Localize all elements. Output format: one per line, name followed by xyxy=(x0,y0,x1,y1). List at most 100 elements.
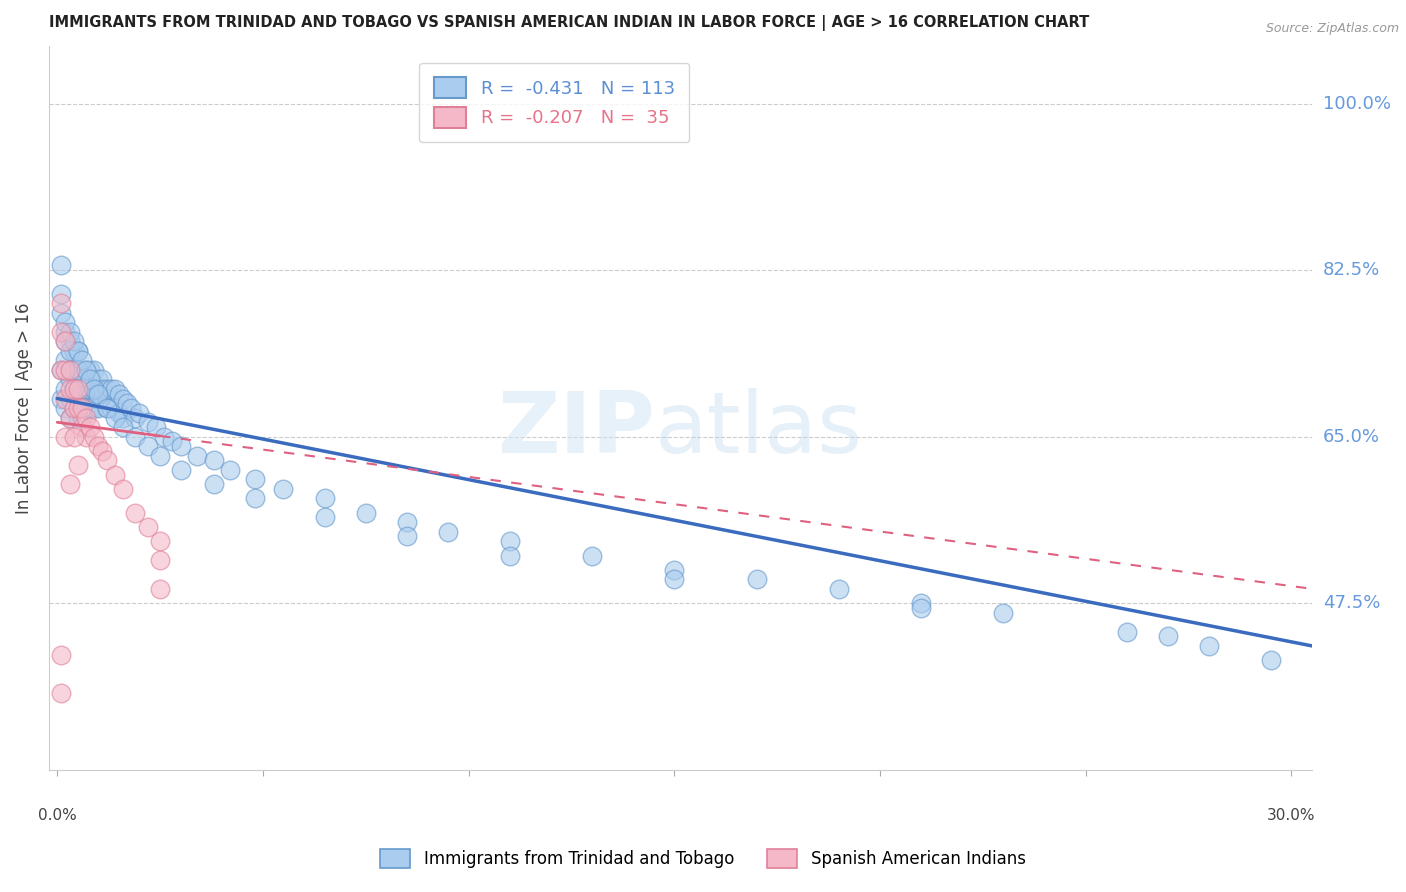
Point xyxy=(124,429,146,443)
Point xyxy=(314,491,336,506)
Point xyxy=(58,410,80,425)
Point xyxy=(62,429,84,443)
Point xyxy=(55,325,77,339)
Point xyxy=(62,363,84,377)
Point xyxy=(104,410,127,425)
Point xyxy=(111,410,134,425)
Point xyxy=(79,372,101,386)
Point xyxy=(55,334,77,349)
Point xyxy=(70,420,93,434)
Point xyxy=(395,515,418,529)
Point xyxy=(136,439,159,453)
Point xyxy=(70,392,93,406)
Point xyxy=(202,477,225,491)
Point xyxy=(66,382,89,396)
Point xyxy=(111,482,134,496)
Point xyxy=(87,439,110,453)
Point xyxy=(58,382,80,396)
Y-axis label: In Labor Force | Age > 16: In Labor Force | Age > 16 xyxy=(15,302,32,514)
Point xyxy=(79,363,101,377)
Point xyxy=(58,334,80,349)
Point xyxy=(96,392,118,406)
Legend: R =  -0.431   N = 113, R =  -0.207   N =  35: R = -0.431 N = 113, R = -0.207 N = 35 xyxy=(419,62,689,143)
Point xyxy=(169,439,191,453)
Point xyxy=(66,343,89,358)
Text: 82.5%: 82.5% xyxy=(1323,261,1381,279)
Point xyxy=(58,363,80,377)
Point xyxy=(1260,653,1282,667)
Point xyxy=(58,325,80,339)
Point xyxy=(66,372,89,386)
Point xyxy=(66,410,89,425)
Point xyxy=(66,392,89,406)
Point xyxy=(104,401,127,415)
Point xyxy=(58,392,80,406)
Point xyxy=(66,458,89,472)
Point xyxy=(202,453,225,467)
Point xyxy=(58,372,80,386)
Text: ZIP: ZIP xyxy=(498,388,655,471)
Legend: Immigrants from Trinidad and Tobago, Spanish American Indians: Immigrants from Trinidad and Tobago, Spa… xyxy=(374,842,1032,875)
Point xyxy=(75,372,97,386)
Text: 100.0%: 100.0% xyxy=(1323,95,1391,112)
Point xyxy=(83,429,105,443)
Point xyxy=(51,306,73,320)
Point xyxy=(162,434,184,449)
Point xyxy=(120,401,142,415)
Point xyxy=(993,606,1015,620)
Text: Source: ZipAtlas.com: Source: ZipAtlas.com xyxy=(1265,22,1399,36)
Point xyxy=(55,401,77,415)
Point xyxy=(58,477,80,491)
Point xyxy=(87,386,110,401)
Point xyxy=(51,363,73,377)
Point xyxy=(828,582,851,596)
Point xyxy=(243,472,266,486)
Point xyxy=(273,482,295,496)
Point xyxy=(91,382,114,396)
Point xyxy=(83,382,105,396)
Point xyxy=(87,372,110,386)
Point xyxy=(51,258,73,272)
Point xyxy=(149,449,172,463)
Point xyxy=(136,520,159,534)
Point xyxy=(70,382,93,396)
Point xyxy=(55,429,77,443)
Point xyxy=(910,600,932,615)
Point xyxy=(104,382,127,396)
Point xyxy=(115,396,138,410)
Point xyxy=(75,401,97,415)
Point xyxy=(66,401,89,415)
Point xyxy=(51,286,73,301)
Point xyxy=(62,382,84,396)
Point xyxy=(581,549,603,563)
Point xyxy=(1157,629,1180,643)
Point xyxy=(243,491,266,506)
Point xyxy=(354,506,377,520)
Point xyxy=(75,429,97,443)
Point xyxy=(70,363,93,377)
Text: IMMIGRANTS FROM TRINIDAD AND TOBAGO VS SPANISH AMERICAN INDIAN IN LABOR FORCE | : IMMIGRANTS FROM TRINIDAD AND TOBAGO VS S… xyxy=(49,15,1090,31)
Point xyxy=(83,401,105,415)
Text: 30.0%: 30.0% xyxy=(1267,808,1316,823)
Point xyxy=(96,382,118,396)
Point xyxy=(79,401,101,415)
Point xyxy=(75,363,97,377)
Point xyxy=(87,392,110,406)
Point xyxy=(58,410,80,425)
Point xyxy=(910,596,932,610)
Point xyxy=(499,549,522,563)
Point xyxy=(83,382,105,396)
Point xyxy=(83,363,105,377)
Point xyxy=(395,529,418,543)
Point xyxy=(111,392,134,406)
Point xyxy=(75,363,97,377)
Point xyxy=(55,315,77,329)
Point xyxy=(169,463,191,477)
Point xyxy=(55,382,77,396)
Point xyxy=(66,363,89,377)
Point xyxy=(55,363,77,377)
Point xyxy=(96,453,118,467)
Point xyxy=(51,325,73,339)
Point xyxy=(55,392,77,406)
Point xyxy=(108,406,131,420)
